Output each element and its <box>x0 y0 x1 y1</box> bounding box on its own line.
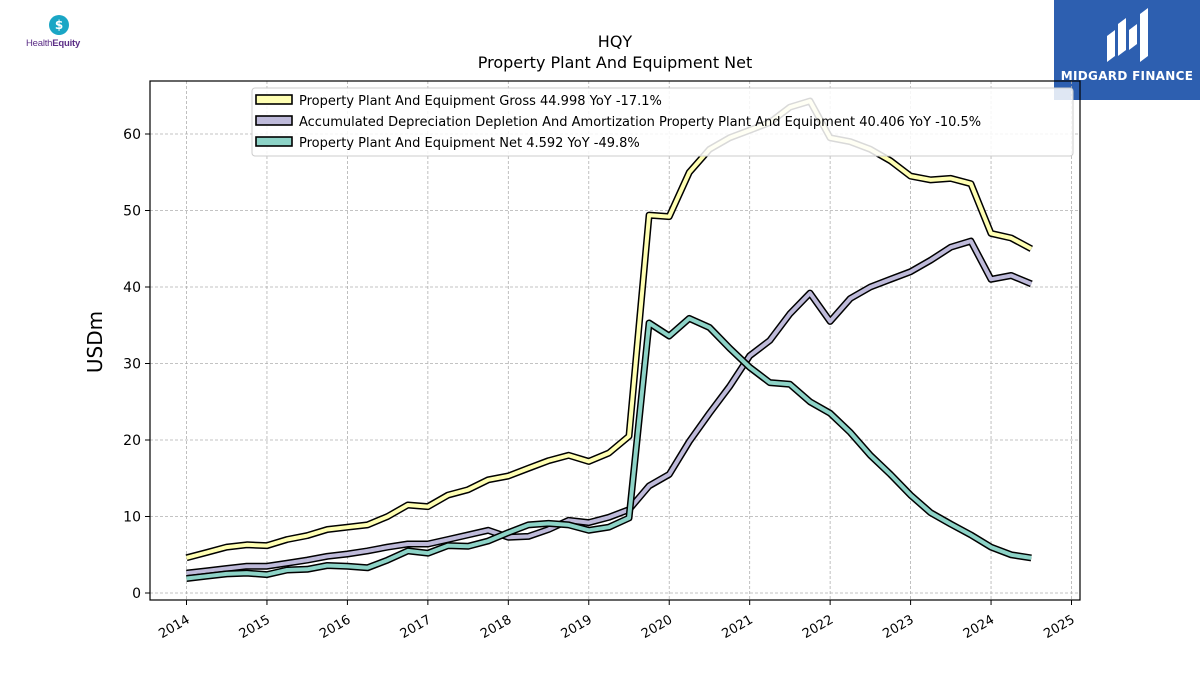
x-tick-label: 2019 <box>559 612 595 642</box>
series-line-2 <box>186 239 1033 576</box>
legend-box <box>251 87 1074 157</box>
y-tick-label: 0 <box>132 586 141 602</box>
x-tick-label: 2015 <box>237 612 273 642</box>
legend-swatch-1 <box>255 94 293 105</box>
series-line-outline-2 <box>186 237 1033 577</box>
x-tick-label: 2020 <box>639 612 675 642</box>
legend-label-2: Accumulated Depreciation Depletion And A… <box>299 115 981 130</box>
legend-swatch-3 <box>255 136 293 147</box>
x-tick-label: 2022 <box>800 612 836 642</box>
x-tick-label: 2016 <box>317 612 353 642</box>
x-tick-label: 2021 <box>720 612 756 642</box>
legend-label-3: Property Plant And Equipment Net 4.592 Y… <box>299 136 640 151</box>
x-tick-label: 2014 <box>156 612 192 642</box>
healthequity-logo: $ HealthEquity <box>22 14 102 54</box>
y-tick-label: 40 <box>123 280 141 296</box>
y-tick-label: 30 <box>123 357 141 373</box>
x-tick-label: 2023 <box>880 612 916 642</box>
y-tick-label: 10 <box>123 510 141 526</box>
plot-frame <box>149 80 1081 601</box>
x-tick-label: 2018 <box>478 612 514 642</box>
legend: Property Plant And Equipment Gross 44.99… <box>251 87 1074 157</box>
healthequity-logo-wordmark: HealthEquity <box>26 38 81 49</box>
y-tick-label: 20 <box>123 433 141 449</box>
y-tick-label: 60 <box>123 127 141 143</box>
x-tick-label: 2017 <box>398 612 434 642</box>
x-tick-label: 2024 <box>961 612 997 642</box>
midgard-finance-logo: MIDGARD FINANCE <box>1054 0 1200 100</box>
series-line-1 <box>185 99 1033 560</box>
series-line-3 <box>186 316 1032 581</box>
y-axis-label: USDm <box>83 311 107 373</box>
legend-swatch-2 <box>255 115 293 126</box>
y-tick-label: 50 <box>123 204 141 220</box>
midgard-finance-logo-text: MIDGARD FINANCE <box>1060 69 1194 83</box>
midgard-finance-logo-icon <box>1107 8 1148 62</box>
legend-label-1: Property Plant And Equipment Gross 44.99… <box>299 94 662 109</box>
series-lines <box>185 97 1033 582</box>
healthequity-logo-icon: $ <box>49 15 69 35</box>
x-tick-label: 2025 <box>1041 612 1077 642</box>
chart-subtitle: Property Plant And Equipment Net <box>478 53 753 72</box>
chart-title: HQY <box>598 32 633 51</box>
